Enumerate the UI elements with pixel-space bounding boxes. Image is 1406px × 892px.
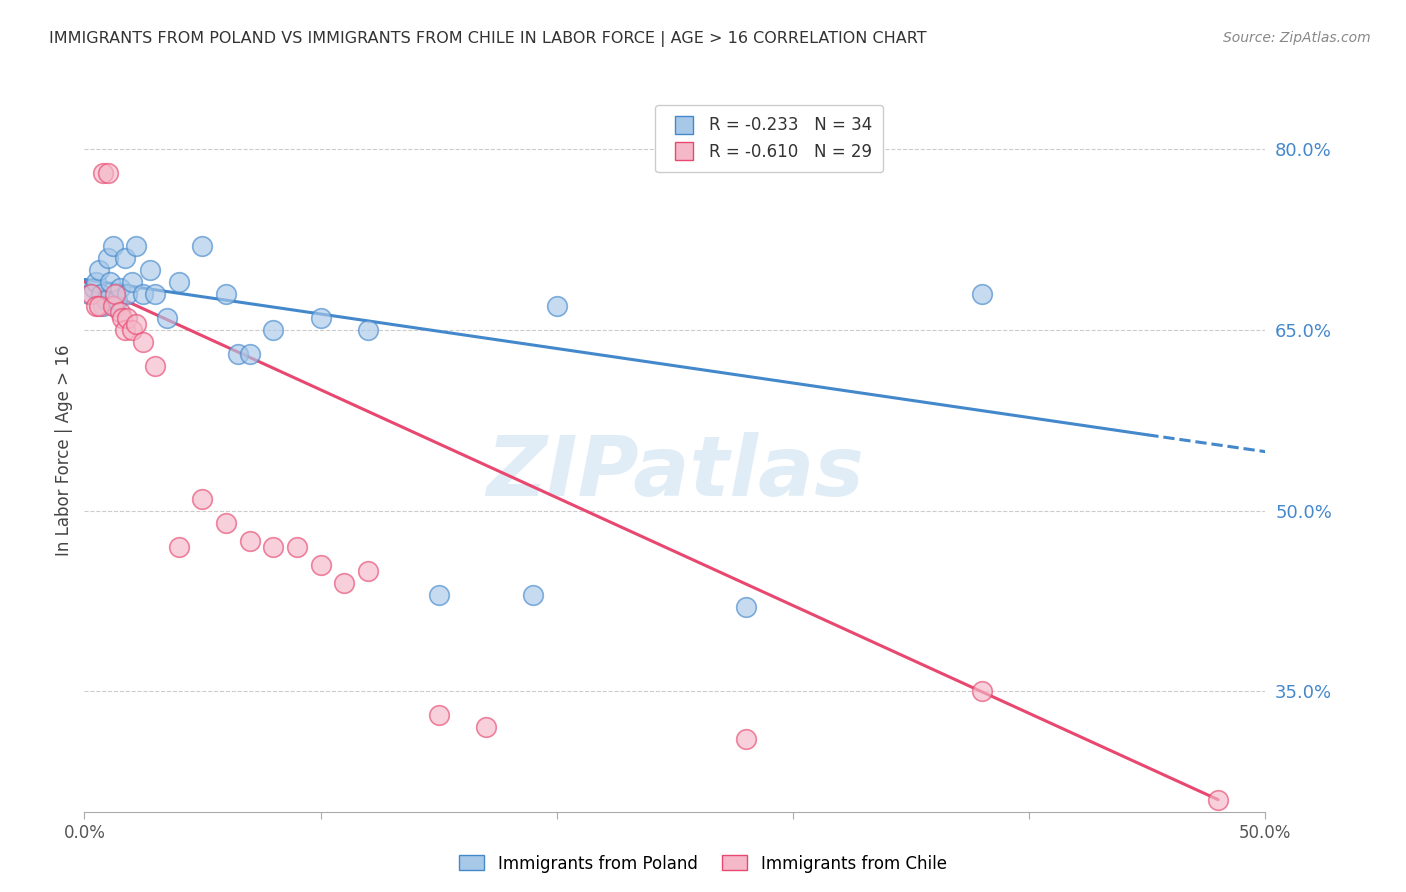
Point [239, 533, 262, 548]
Point [734, 732, 756, 747]
Point [121, 323, 143, 337]
Point [101, 299, 124, 313]
Point [91, 299, 114, 313]
Point [90, 286, 112, 301]
Point [87, 299, 110, 313]
Point [215, 516, 238, 530]
Point [84, 299, 107, 313]
Point [357, 564, 380, 578]
Point [84, 275, 107, 289]
Point [132, 286, 155, 301]
Point [262, 323, 284, 337]
Point [262, 540, 284, 554]
Point [970, 286, 993, 301]
Point [143, 359, 166, 373]
Text: Source: ZipAtlas.com: Source: ZipAtlas.com [1223, 31, 1371, 45]
Point [970, 684, 993, 698]
Point [226, 347, 249, 361]
Point [125, 317, 148, 331]
Point [97, 166, 120, 180]
Point [125, 238, 148, 253]
Point [309, 310, 332, 325]
Point [115, 310, 138, 325]
Y-axis label: In Labor Force | Age > 16: In Labor Force | Age > 16 [55, 344, 73, 557]
Point [104, 299, 127, 313]
Point [83, 281, 105, 295]
Point [132, 334, 155, 349]
Point [167, 540, 190, 554]
Point [91, 166, 114, 180]
Point [114, 251, 136, 265]
Text: IMMIGRANTS FROM POLAND VS IMMIGRANTS FROM CHILE IN LABOR FORCE | AGE > 16 CORREL: IMMIGRANTS FROM POLAND VS IMMIGRANTS FRO… [49, 31, 927, 47]
Point [427, 588, 450, 602]
Point [475, 721, 498, 735]
Point [191, 238, 214, 253]
Point [98, 275, 121, 289]
Point [143, 286, 166, 301]
Point [80, 286, 103, 301]
Point [77, 286, 100, 301]
Point [87, 262, 110, 277]
Point [115, 286, 138, 301]
Point [191, 491, 214, 506]
Point [357, 323, 380, 337]
Point [97, 251, 120, 265]
Point [107, 293, 129, 307]
Legend: R = -0.233   N = 34, R = -0.610   N = 29: R = -0.233 N = 34, R = -0.610 N = 29 [655, 104, 883, 172]
Point [139, 262, 162, 277]
Point [734, 599, 756, 614]
Point [111, 310, 134, 325]
Point [239, 347, 262, 361]
Point [215, 286, 238, 301]
Point [114, 323, 136, 337]
Point [309, 558, 332, 572]
Text: ZIPatlas: ZIPatlas [486, 432, 863, 513]
Point [108, 281, 131, 295]
Point [94, 293, 117, 307]
Point [121, 275, 143, 289]
Point [546, 299, 568, 313]
Point [333, 576, 356, 591]
Point [285, 540, 308, 554]
Point [427, 708, 450, 723]
Legend: Immigrants from Poland, Immigrants from Chile: Immigrants from Poland, Immigrants from … [453, 848, 953, 880]
Point [167, 275, 190, 289]
Point [108, 305, 131, 319]
Point [522, 588, 544, 602]
Point [1206, 793, 1229, 806]
Point [156, 310, 179, 325]
Point [104, 286, 127, 301]
Point [101, 238, 124, 253]
